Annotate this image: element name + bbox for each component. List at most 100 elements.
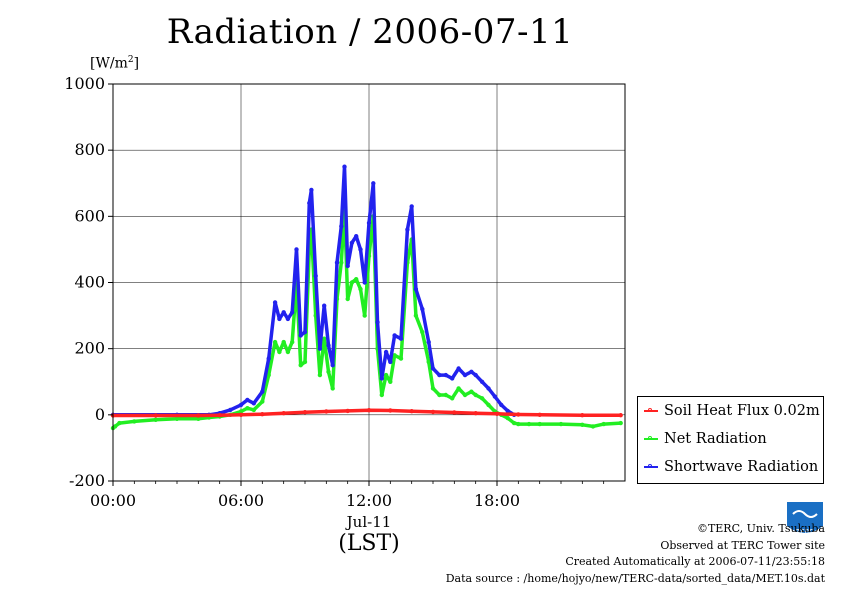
series-point-net-radiation: [469, 389, 474, 394]
series-point-net-radiation: [450, 396, 455, 401]
series-point-net-radiation: [443, 392, 448, 398]
series-point-net-radiation: [285, 349, 291, 355]
series-point-soil-heat-flux-0-02m: [430, 409, 436, 415]
y-tick-label: -200: [69, 471, 105, 490]
credit-source: Data source : /home/hojyo/new/TERC-data/…: [445, 571, 825, 585]
credits-block: ©TERC, Univ. Tsukuba Observed at TERC To…: [446, 521, 825, 587]
series-point-soil-heat-flux-0-02m: [238, 412, 244, 417]
legend-swatch-net: [644, 436, 658, 440]
series-point-net-radiation: [317, 372, 323, 378]
series-point-soil-heat-flux-0-02m: [260, 412, 265, 417]
series-point-shortwave-radiation: [245, 397, 250, 403]
series-point-net-radiation: [298, 363, 303, 368]
series-point-shortwave-radiation: [358, 247, 363, 252]
y-tick-label: 0: [95, 405, 105, 424]
series-point-net-radiation: [516, 421, 521, 427]
series-point-net-radiation: [558, 421, 564, 427]
legend-swatch-shortwave: [644, 464, 658, 468]
series-point-net-radiation: [260, 399, 265, 404]
series-point-net-radiation: [277, 349, 282, 355]
series-point-soil-heat-flux-0-02m: [196, 413, 201, 418]
series-point-shortwave-radiation: [309, 187, 314, 193]
series-point-net-radiation: [349, 280, 355, 285]
series-line-soil-heat-flux-0-02m: [111, 408, 623, 418]
series-point-shortwave-radiation: [322, 303, 327, 308]
series-point-net-radiation: [511, 420, 517, 426]
series-point-shortwave-radiation: [307, 200, 312, 206]
series-point-shortwave-radiation: [375, 320, 380, 325]
series-point-shortwave-radiation: [392, 333, 397, 338]
series-point-shortwave-radiation: [326, 343, 331, 348]
series-point-net-radiation: [281, 339, 286, 345]
logo-text: TERC: [795, 528, 814, 536]
x-tick-label: 18:00: [474, 491, 520, 510]
series-point-soil-heat-flux-0-02m: [516, 412, 521, 417]
series-point-shortwave-radiation: [473, 372, 478, 378]
legend-item-net-radiation: Net Radiation: [644, 429, 767, 449]
series-point-net-radiation: [153, 417, 158, 422]
series-point-soil-heat-flux-0-02m: [580, 413, 585, 418]
x-tick-label: 12:00: [346, 491, 392, 510]
series-point-shortwave-radiation: [479, 379, 485, 384]
series-point-soil-heat-flux-0-02m: [153, 413, 158, 418]
y-tick-label: 400: [74, 273, 105, 292]
series-point-net-radiation: [358, 286, 363, 292]
legend: Soil Heat Flux 0.02m Net Radiation Short…: [637, 396, 824, 484]
y-tick-label: 600: [74, 206, 105, 225]
series-point-net-radiation: [618, 420, 623, 426]
series-point-shortwave-radiation: [277, 316, 282, 322]
series-point-soil-heat-flux-0-02m: [388, 408, 393, 413]
series-point-shortwave-radiation: [228, 407, 233, 413]
series-point-shortwave-radiation: [383, 349, 389, 355]
series-point-net-radiation: [537, 421, 542, 427]
series-point-soil-heat-flux-0-02m: [494, 411, 500, 416]
series-point-shortwave-radiation: [298, 333, 303, 338]
y-tick-label: 1000: [64, 74, 105, 93]
series-point-shortwave-radiation: [251, 401, 256, 406]
series-point-net-radiation: [290, 339, 295, 345]
series-point-shortwave-radiation: [430, 366, 436, 371]
series-line-net-radiation: [111, 207, 623, 430]
series-point-shortwave-radiation: [405, 227, 410, 232]
series-point-net-radiation: [413, 313, 419, 318]
series-point-soil-heat-flux-0-02m: [345, 408, 350, 414]
series-point-shortwave-radiation: [302, 329, 308, 335]
series-point-shortwave-radiation: [456, 366, 461, 371]
legend-label-net: Net Radiation: [664, 431, 767, 447]
series-point-net-radiation: [456, 386, 461, 391]
series-point-shortwave-radiation: [420, 306, 425, 312]
series-point-shortwave-radiation: [437, 372, 442, 378]
series-point-soil-heat-flux-0-02m: [281, 411, 286, 416]
series-point-soil-heat-flux-0-02m: [618, 413, 623, 418]
series-point-soil-heat-flux-0-02m: [537, 412, 542, 417]
series-point-shortwave-radiation: [354, 233, 359, 239]
series-point-shortwave-radiation: [388, 359, 393, 365]
series-point-shortwave-radiation: [379, 376, 384, 381]
series-point-shortwave-radiation: [272, 300, 278, 305]
series-point-shortwave-radiation: [426, 339, 431, 345]
series-point-net-radiation: [601, 421, 606, 427]
series-point-net-radiation: [526, 421, 532, 427]
series-point-shortwave-radiation: [339, 224, 344, 229]
series-point-net-radiation: [479, 396, 485, 401]
series-point-shortwave-radiation: [462, 372, 468, 378]
series-point-net-radiation: [398, 356, 404, 361]
series-point-shortwave-radiation: [294, 247, 299, 252]
series-point-shortwave-radiation: [486, 386, 491, 391]
series-point-shortwave-radiation: [492, 394, 498, 399]
grid-lines: [113, 84, 625, 481]
series-point-net-radiation: [339, 260, 344, 265]
series-point-shortwave-radiation: [317, 346, 323, 351]
legend-item-soil-heat-flux: Soil Heat Flux 0.02m: [644, 401, 820, 421]
series-group: [110, 164, 623, 431]
legend-item-shortwave-radiation: Shortwave Radiation: [644, 457, 818, 477]
series-point-shortwave-radiation: [281, 310, 286, 315]
x-tick-label: 06:00: [218, 491, 264, 510]
series-point-shortwave-radiation: [362, 280, 367, 285]
terc-logo-icon: TERC: [787, 502, 823, 536]
series-point-net-radiation: [117, 420, 122, 426]
series-point-net-radiation: [462, 392, 468, 398]
series-point-net-radiation: [486, 402, 491, 408]
legend-label-soil: Soil Heat Flux 0.02m: [664, 403, 820, 419]
